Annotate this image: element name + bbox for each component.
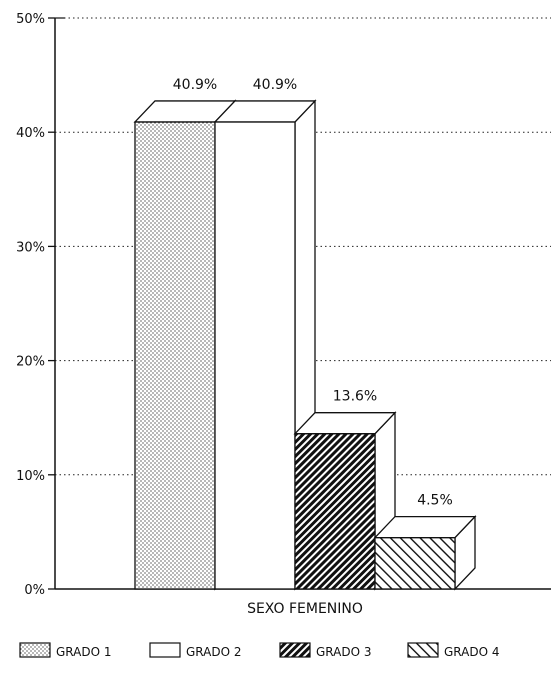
bar-front-face <box>134 121 216 590</box>
legend-item-4: GRADO 4 <box>407 642 500 659</box>
legend-swatch <box>279 642 311 658</box>
data-label: 13.6% <box>333 389 377 405</box>
legend-label: GRADO 4 <box>444 645 500 659</box>
legend-swatch <box>407 642 439 658</box>
data-label: 40.9% <box>253 77 297 93</box>
bars <box>133 99 477 591</box>
bar-top-face <box>293 412 397 435</box>
legend-swatch <box>19 642 51 658</box>
y-tick-label: 30% <box>16 240 45 255</box>
legend-label: GRADO 1 <box>56 645 112 659</box>
data-label: 4.5% <box>417 493 453 509</box>
legend-label: GRADO 3 <box>316 645 372 659</box>
legend-item-1: GRADO 1 <box>19 642 112 659</box>
bar-top-face <box>373 515 477 539</box>
data-labels: 40.9% 40.9% 13.6% 4.5% SEXO FEMENINO <box>173 77 453 617</box>
bar-4 <box>373 514 477 591</box>
bar-front-face <box>374 536 456 590</box>
y-tick-label: 20% <box>16 355 45 370</box>
y-tick-label: 10% <box>16 469 45 484</box>
bar-front-face <box>294 433 376 590</box>
data-label: 40.9% <box>173 77 217 93</box>
y-tick-label: 50% <box>16 12 45 27</box>
legend-label: GRADO 2 <box>186 645 242 659</box>
y-tick-label: 40% <box>16 126 45 141</box>
bar-top-face <box>213 100 317 123</box>
legend-item-3: GRADO 3 <box>279 642 372 659</box>
bar-2 <box>213 99 317 591</box>
y-tick-label: 0% <box>24 583 45 598</box>
legend: GRADO 1 GRADO 2 GRADO 3 GRADO 4 <box>19 642 500 659</box>
x-category-label: SEXO FEMENINO <box>247 601 363 617</box>
legend-swatch <box>149 642 181 658</box>
legend-item-2: GRADO 2 <box>149 642 242 659</box>
bar-front-face <box>214 121 296 590</box>
